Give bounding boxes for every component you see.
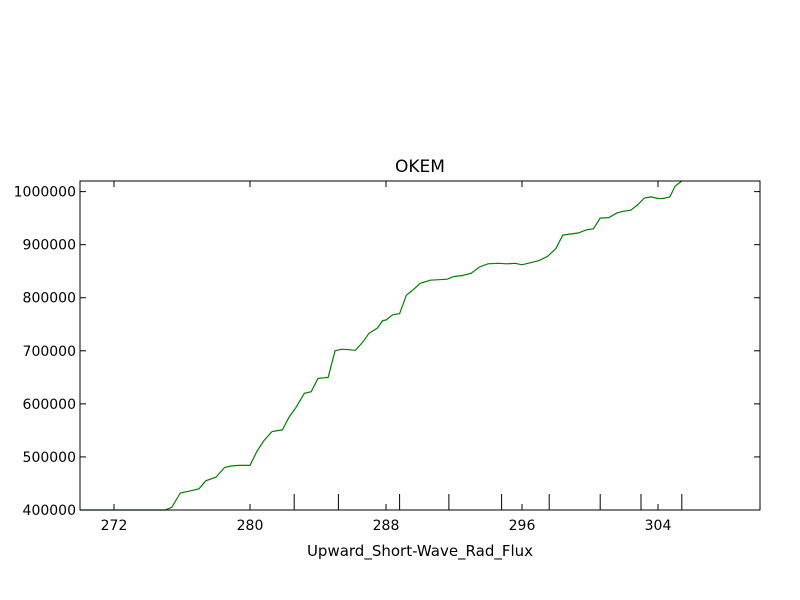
x-tick-label: 272 xyxy=(101,518,128,534)
y-tick-label: 900000 xyxy=(23,238,76,254)
x-axis-extra-marks xyxy=(293,494,683,510)
y-tick-label: 500000 xyxy=(23,450,76,466)
x-tick-label: 296 xyxy=(509,518,536,534)
y-tick-label: 700000 xyxy=(23,344,76,360)
x-axis-label: Upward_Short-Wave_Rad_Flux xyxy=(307,542,533,561)
x-tick-label: 304 xyxy=(645,518,672,534)
y-tick-label: 400000 xyxy=(23,503,76,519)
y-axis-ticks: 400000 500000 600000 700000 800000 900000 1000… xyxy=(14,185,760,519)
x-tick-label: 288 xyxy=(373,518,400,534)
y-tick-label: 600000 xyxy=(23,397,76,413)
y-tick-label: 1000000 xyxy=(14,185,76,201)
chart-title: OKEM xyxy=(395,157,445,177)
x-axis-ticks: 272 280 288 296 304 xyxy=(101,181,672,534)
x-tick-label: 280 xyxy=(237,518,264,534)
series-layer xyxy=(80,180,683,511)
plot-frame xyxy=(79,180,761,511)
series-line-0 xyxy=(80,180,683,511)
y-tick-label: 800000 xyxy=(23,291,76,307)
plot-area xyxy=(80,181,760,510)
